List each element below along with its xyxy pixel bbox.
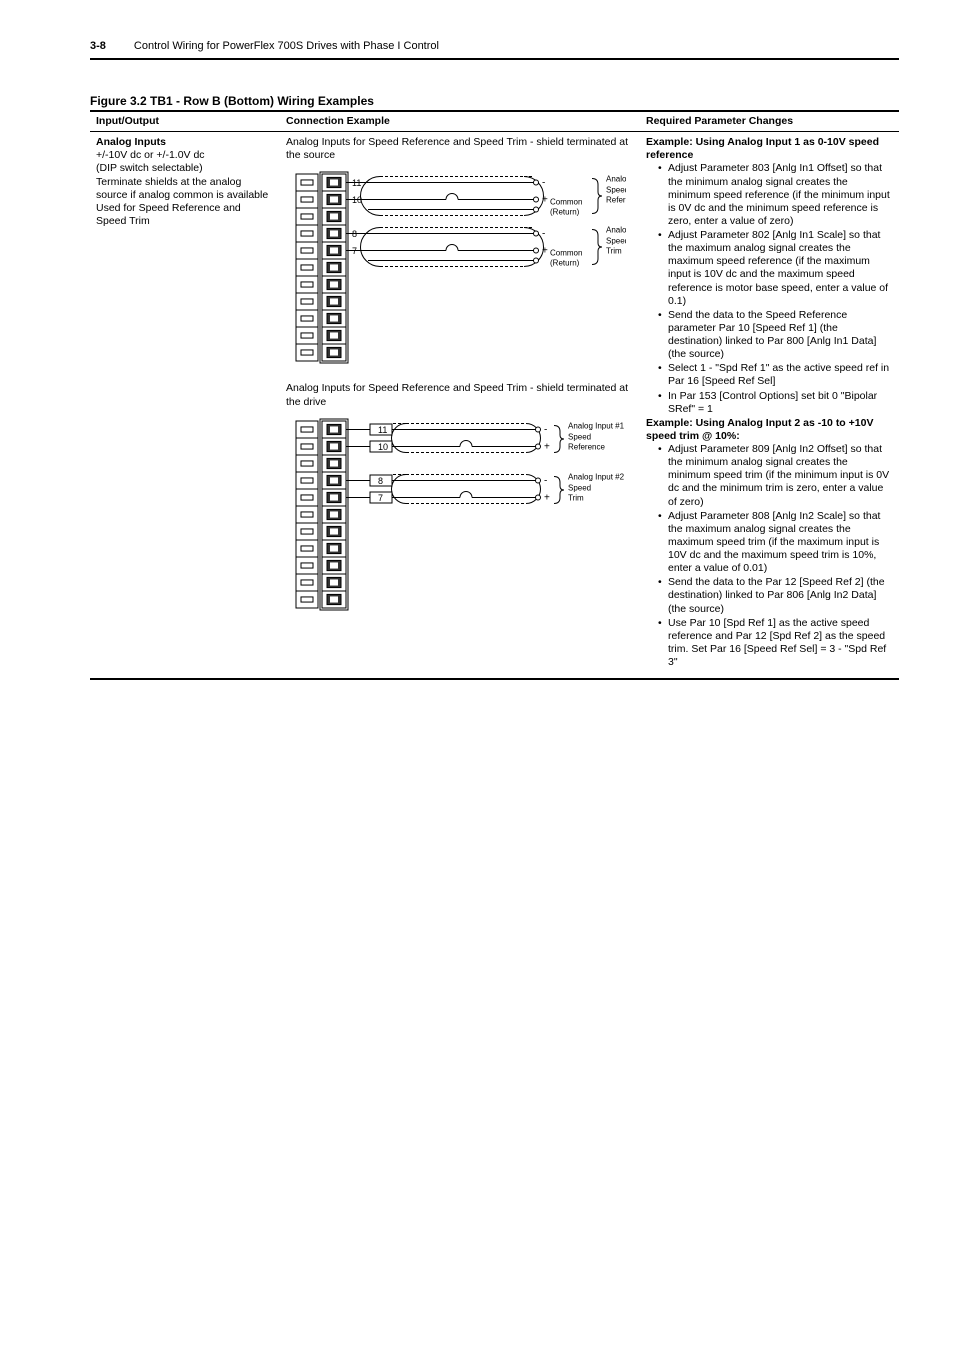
svg-text:Analog Input #1: Analog Input #1 <box>568 421 625 430</box>
svg-text:8: 8 <box>378 476 383 486</box>
svg-text:10: 10 <box>378 442 388 452</box>
svg-text:+: + <box>544 492 550 503</box>
svg-text:Common: Common <box>550 198 582 207</box>
conn-cell: Analog Inputs for Speed Reference and Sp… <box>280 132 640 680</box>
io-line: Used for Speed Reference and Speed Trim <box>96 202 274 228</box>
list-item: Select 1 - "Spd Ref 1" as the active spe… <box>658 362 893 388</box>
page-number: 3-8 <box>90 40 106 52</box>
svg-text:(Return): (Return) <box>550 208 580 217</box>
wiring-diagram-2: 111087-+Analog Input #1SpeedReference-+A… <box>286 415 626 615</box>
svg-text:Speed: Speed <box>568 432 591 441</box>
example-1-list: Adjust Parameter 803 [Anlg In1 Offset] s… <box>646 162 893 415</box>
svg-text:Common: Common <box>550 249 582 258</box>
svg-text:7: 7 <box>352 247 357 257</box>
io-line: (DIP switch selectable) <box>96 162 274 175</box>
list-item: Send the data to the Par 12 [Speed Ref 2… <box>658 576 893 615</box>
svg-text:Speed: Speed <box>606 186 626 195</box>
table-row: Analog Inputs +/-10V dc or +/-1.0V dc (D… <box>90 132 899 680</box>
svg-text:Analog Input #2: Analog Input #2 <box>606 226 626 235</box>
svg-text:7: 7 <box>378 493 383 503</box>
section-title: Control Wiring for PowerFlex 700S Drives… <box>134 40 439 52</box>
svg-text:Speed: Speed <box>568 483 591 492</box>
svg-text:11: 11 <box>378 425 387 435</box>
example-1-title: Example: Using Analog Input 1 as 0-10V s… <box>646 136 893 162</box>
th-req: Required Parameter Changes <box>640 111 899 132</box>
wiring-table: Input/Output Connection Example Required… <box>90 110 899 680</box>
svg-text:Reference: Reference <box>568 442 605 451</box>
svg-text:+: + <box>542 195 548 206</box>
list-item: Adjust Parameter 803 [Anlg In1 Offset] s… <box>658 162 893 228</box>
svg-text:Trim: Trim <box>606 247 622 256</box>
conn-caption-2: Analog Inputs for Speed Reference and Sp… <box>286 382 634 408</box>
svg-text:Reference: Reference <box>606 196 626 205</box>
svg-text:+: + <box>544 441 550 452</box>
svg-text:Analog Input #2: Analog Input #2 <box>568 472 625 481</box>
req-cell: Example: Using Analog Input 1 as 0-10V s… <box>640 132 899 680</box>
svg-text:+: + <box>542 246 548 257</box>
svg-text:-: - <box>542 229 545 240</box>
io-line: Terminate shields at the analog source i… <box>96 176 274 202</box>
svg-text:-: - <box>544 475 547 486</box>
list-item: Send the data to the Speed Reference par… <box>658 309 893 362</box>
svg-text:Speed: Speed <box>606 237 626 246</box>
list-item: Use Par 10 [Spd Ref 1] as the active spe… <box>658 617 893 670</box>
svg-text:11: 11 <box>352 179 361 189</box>
list-item: Adjust Parameter 802 [Anlg In1 Scale] so… <box>658 229 893 308</box>
wiring-diagram-1: 111087-+Common(Return)Analog Input #1Spe… <box>286 168 626 368</box>
svg-text:Trim: Trim <box>568 493 584 502</box>
list-item: In Par 153 [Control Options] set bit 0 "… <box>658 390 893 416</box>
svg-text:8: 8 <box>352 230 357 240</box>
th-conn: Connection Example <box>280 111 640 132</box>
io-line: +/-10V dc or +/-1.0V dc <box>96 149 274 162</box>
page: 3-8 Control Wiring for PowerFlex 700S Dr… <box>0 0 954 720</box>
list-item: Adjust Parameter 809 [Anlg In2 Offset] s… <box>658 443 893 509</box>
page-header: 3-8 Control Wiring for PowerFlex 700S Dr… <box>90 40 899 60</box>
th-io: Input/Output <box>90 111 280 132</box>
figure-title: Figure 3.2 TB1 - Row B (Bottom) Wiring E… <box>90 94 899 108</box>
example-2-list: Adjust Parameter 809 [Anlg In2 Offset] s… <box>646 443 893 669</box>
io-title: Analog Inputs <box>96 136 274 149</box>
list-item: Adjust Parameter 808 [Anlg In2 Scale] so… <box>658 510 893 576</box>
io-cell: Analog Inputs +/-10V dc or +/-1.0V dc (D… <box>90 132 280 680</box>
svg-text:-: - <box>544 424 547 435</box>
svg-text:-: - <box>542 178 545 189</box>
conn-caption-1: Analog Inputs for Speed Reference and Sp… <box>286 136 634 162</box>
example-2-title: Example: Using Analog Input 2 as -10 to … <box>646 417 893 443</box>
svg-text:(Return): (Return) <box>550 259 580 268</box>
svg-text:Analog Input #1: Analog Input #1 <box>606 175 626 184</box>
